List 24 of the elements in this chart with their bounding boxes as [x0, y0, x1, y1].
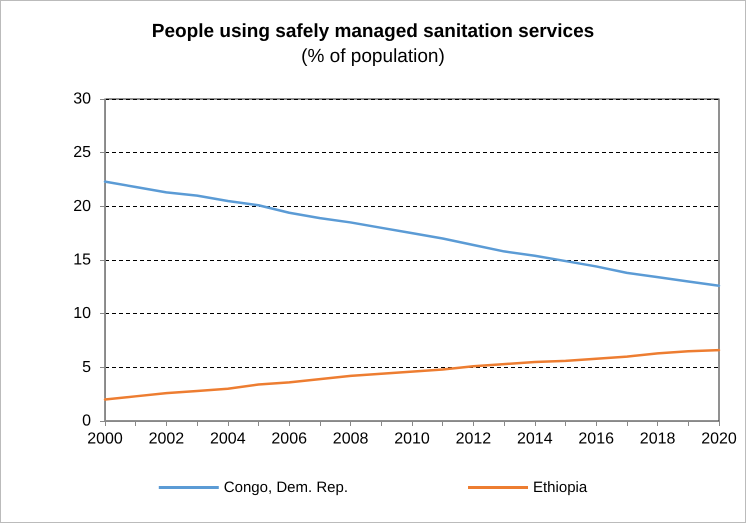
- y-tick-label: 10: [73, 305, 92, 322]
- x-tick-label: 2014: [517, 430, 553, 448]
- y-tick-label: 5: [82, 358, 92, 376]
- x-tick-label: 2010: [394, 430, 430, 448]
- x-tick-label: 2002: [148, 430, 184, 448]
- x-tick-label: 2012: [456, 430, 492, 448]
- x-tick-label: 2016: [578, 430, 614, 448]
- legend-label: Ethiopia: [533, 479, 588, 496]
- line-series: [104, 180, 720, 288]
- chart-title: People using safely managed sanitation services: [152, 21, 594, 42]
- chart-subtitle: (% of population): [301, 46, 445, 67]
- y-tick-label: 0: [82, 412, 92, 430]
- y-tick-label: 25: [73, 144, 92, 162]
- x-tick-label: 2018: [640, 430, 676, 448]
- x-tick-label: 2020: [701, 430, 737, 448]
- x-tick-label: 2000: [87, 430, 123, 448]
- y-tick-label: 20: [73, 198, 92, 215]
- y-tick-label: 30: [73, 90, 92, 108]
- legend-label: Congo, Dem. Rep.: [224, 479, 348, 496]
- x-tick-label: 2008: [332, 430, 368, 448]
- x-tick-label: 2004: [210, 430, 246, 448]
- y-tick-label: 15: [73, 252, 92, 268]
- x-tick-label: 2006: [271, 430, 308, 448]
- line-series: [104, 348, 720, 401]
